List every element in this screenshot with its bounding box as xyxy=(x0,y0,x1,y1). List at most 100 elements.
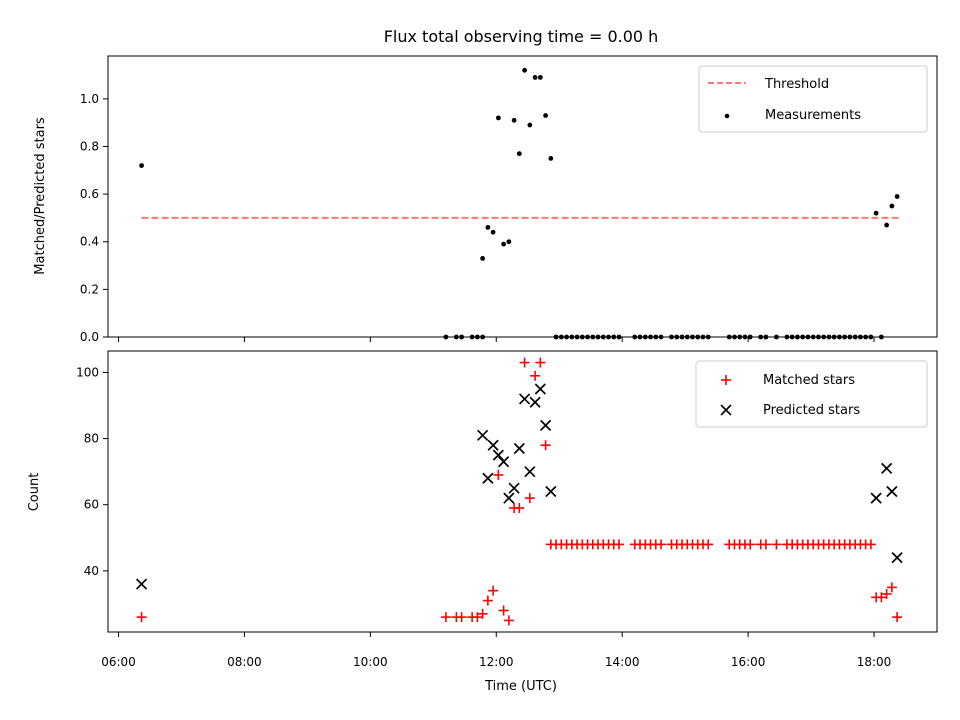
measurement-point xyxy=(842,334,848,340)
measurement-point xyxy=(600,334,606,340)
x-tick-label: 08:00 xyxy=(227,655,262,669)
bottom-y-tick-label: 100 xyxy=(76,365,99,379)
top-y-tick-label: 0.8 xyxy=(80,139,99,153)
measurement-point xyxy=(522,67,527,73)
measurement-point xyxy=(495,115,501,121)
measurement-point xyxy=(553,334,559,340)
bottom-x-axis: 06:00 08:00 10:00 12:00 14:00 16:00 18:00 xyxy=(101,632,891,669)
measurement-point xyxy=(480,256,486,261)
measurement-point xyxy=(490,229,496,235)
bottom-panel: 40 60 80 100 06:00 08:00 10:00 12:00 14:00 16:00… xyxy=(27,350,938,694)
x-tick-label: 12:00 xyxy=(479,655,514,669)
matched-star-point xyxy=(488,585,499,596)
measurement-point xyxy=(868,334,874,340)
measurement-point xyxy=(889,203,895,209)
measurement-point xyxy=(894,194,900,199)
matched-star-point xyxy=(614,539,625,550)
top-y-axis: 0.0 0.2 0.4 0.6 0.8 1.0 xyxy=(80,92,108,344)
measurement-point xyxy=(674,334,680,340)
matched-star-point xyxy=(524,493,535,504)
matched-star-point xyxy=(876,592,887,603)
measurement-point xyxy=(732,334,737,340)
chart-title: Flux total observing time = 0.00 h xyxy=(384,27,659,46)
matched-star-point xyxy=(656,539,667,550)
matched-star-point xyxy=(472,612,483,623)
measurement-point xyxy=(700,334,706,340)
top-y-axis-label: Matched/Predicted stars xyxy=(33,117,48,275)
predicted-star-point xyxy=(891,552,903,564)
measurement-point xyxy=(590,334,596,340)
measurement-point xyxy=(606,334,611,340)
top-y-tick-label: 1.0 xyxy=(80,92,99,106)
predicted-star-point xyxy=(135,578,148,590)
measurement-point xyxy=(537,75,543,80)
x-tick-label: 14:00 xyxy=(605,655,640,669)
measurement-point xyxy=(831,334,837,340)
bottom-y-axis-label: Count xyxy=(27,473,42,512)
predicted-star-point xyxy=(886,485,898,498)
measurement-point xyxy=(469,334,475,340)
measurement-point xyxy=(139,163,144,168)
matched-star-point xyxy=(519,357,530,368)
measurement-point xyxy=(480,334,486,340)
measurement-point xyxy=(863,334,869,340)
measurement-point xyxy=(852,334,858,340)
measurement-point xyxy=(705,334,711,340)
measurement-point xyxy=(857,334,863,340)
measurement-point xyxy=(737,334,743,340)
threshold-legend-label: Threshold xyxy=(764,77,829,92)
predicted-star-point xyxy=(870,492,882,504)
predicted-star-point xyxy=(524,466,536,478)
measurement-point xyxy=(726,334,732,340)
measurement-point xyxy=(784,334,790,340)
x-tick-label: 10:00 xyxy=(353,655,388,669)
matched-star-point xyxy=(456,612,467,623)
measurement-point xyxy=(543,113,548,118)
measurement-point xyxy=(837,334,842,340)
x-axis-label: Time (UTC) xyxy=(484,679,557,694)
measurement-point xyxy=(826,334,832,340)
matched-star-point xyxy=(535,357,546,368)
measurement-point xyxy=(816,334,821,340)
measurement-point xyxy=(516,151,522,157)
bottom-plot-area xyxy=(135,357,903,626)
measurement-point xyxy=(459,334,465,340)
measurement-point xyxy=(595,334,601,340)
measurement-point xyxy=(695,334,701,340)
top-y-tick-label: 0.6 xyxy=(80,187,99,201)
predicted-star-point xyxy=(487,439,499,451)
measurement-point xyxy=(810,334,816,340)
measurement-point xyxy=(774,334,779,340)
x-tick-label: 16:00 xyxy=(731,655,766,669)
measurement-point xyxy=(690,334,695,340)
top-y-tick-label: 0.0 xyxy=(80,330,99,344)
bottom-axes-frame xyxy=(107,350,938,633)
matched-stars-legend-swatch xyxy=(721,375,731,385)
measurement-point xyxy=(758,334,764,340)
matched-star-point xyxy=(477,608,488,619)
matched-star-point xyxy=(865,539,876,550)
bottom-y-tick-label: 60 xyxy=(84,498,99,512)
measurement-point xyxy=(527,122,533,128)
measurement-point xyxy=(532,75,538,80)
measurement-point xyxy=(506,239,512,245)
matched-star-point xyxy=(440,612,451,623)
measurement-point xyxy=(632,334,638,340)
predicted-star-point xyxy=(518,393,531,405)
matched-star-point xyxy=(745,539,756,550)
measurement-point xyxy=(658,334,664,340)
top-y-tick-label: 0.4 xyxy=(80,235,99,249)
measurement-point xyxy=(684,334,690,340)
matched-star-point xyxy=(482,595,493,606)
matched-star-point xyxy=(760,539,771,550)
measurement-point xyxy=(569,334,575,340)
bottom-y-tick-label: 40 xyxy=(84,564,99,578)
measurement-point xyxy=(548,155,554,161)
top-legend-box xyxy=(698,65,928,133)
measurement-point xyxy=(642,334,648,340)
predicted-star-point xyxy=(534,383,546,395)
measurements-legend-swatch xyxy=(724,113,730,119)
matched-star-point xyxy=(498,605,509,616)
measurement-point xyxy=(653,334,659,340)
